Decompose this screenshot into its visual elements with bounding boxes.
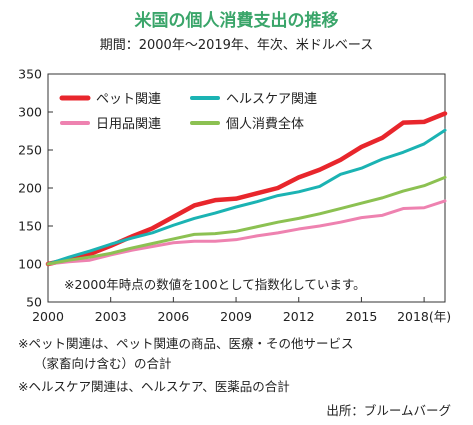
x-tick-label: 2000 — [32, 309, 64, 324]
y-tick-label: 300 — [18, 105, 42, 120]
index-annotation: ※2000年時点の数値を100として指数化しています。 — [64, 277, 366, 292]
line-chart: 50 100 150 200 250 300 350 2000 2003 2006 2009 2012… — [18, 67, 451, 325]
y-tick-label: 250 — [18, 143, 42, 158]
series-line-3 — [46, 175, 447, 266]
x-tick-label: 2003 — [95, 309, 127, 324]
legend-label-2: 日用品関連 — [96, 117, 161, 132]
y-tick-label: 100 — [18, 257, 42, 272]
chart-subtitle: 期間：2000年〜2019年、年次、米ドルベース — [99, 38, 374, 53]
source-note: 出所：ブルームバーグ — [326, 403, 451, 418]
series-line-0 — [45, 111, 448, 267]
x-tick-label: 2006 — [157, 309, 189, 324]
series-line-1 — [46, 128, 447, 266]
y-tick-label: 200 — [18, 181, 42, 196]
x-tick-label: 2009 — [220, 309, 252, 324]
footnote-pet: ※ペット関連は、ペット関連の商品、医療・その他サービス — [18, 336, 354, 351]
footnote-healthcare: ※ヘルスケア関連は、ヘルスケア、医薬品の合計 — [18, 379, 290, 394]
x-tick-label: 2018(年) — [397, 309, 451, 324]
chart-title: 米国の個人消費支出の推移 — [134, 11, 339, 31]
x-tick-label: 2012 — [283, 309, 315, 324]
y-tick-label: 50 — [26, 295, 42, 310]
footnote-pet-cont: （家畜向け含む）の合計 — [34, 356, 172, 371]
plot-frame — [47, 73, 446, 303]
legend-label-3: 個人消費全体 — [226, 116, 304, 132]
legend-label-0: ペット関連 — [96, 92, 161, 107]
x-tick-label: 2015 — [346, 309, 378, 324]
y-tick-label: 150 — [18, 219, 42, 234]
legend-label-1: ヘルスケア関連 — [226, 92, 317, 107]
series-line-2 — [46, 199, 447, 266]
y-tick-label: 350 — [18, 67, 42, 82]
